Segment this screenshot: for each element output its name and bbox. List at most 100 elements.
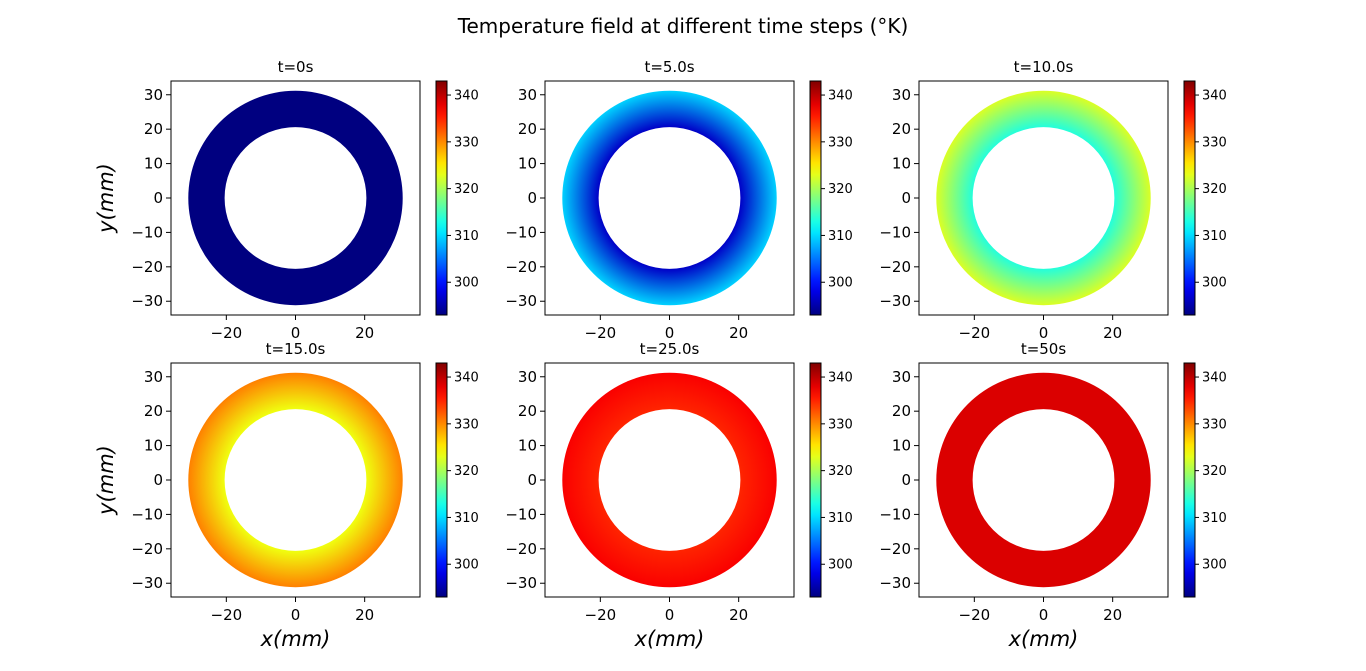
colorbar-tick-label: 310: [828, 511, 853, 526]
colorbar-tick-label: 310: [1202, 511, 1227, 526]
y-tick-label: −10: [505, 223, 537, 241]
y-tick-label: 20: [892, 402, 911, 420]
x-tick-label: 0: [1039, 606, 1049, 624]
colorbar-tick-label: 310: [454, 229, 479, 244]
x-axis-label: x(mm): [260, 627, 331, 651]
x-tick-label: 20: [355, 606, 374, 624]
y-tick-label: −20: [879, 540, 911, 558]
y-tick-label: −30: [131, 292, 163, 310]
colorbar-tick-label: 340: [1202, 371, 1227, 386]
panel-2: t=5.0s −20 0 20 −30 −20 −10 0 10 20 30 300 310 320 330…: [505, 58, 852, 342]
colorbar-tick-label: 320: [828, 182, 853, 197]
panel-3: t=10.0s −20 0 20 −30 −20 −10 0 10 20 30 300 310 320 33…: [879, 58, 1226, 342]
x-axis-label: x(mm): [634, 627, 705, 651]
y-tick-label: 0: [527, 189, 537, 207]
panel-1: t=0s −20 0 20 −30 −20 −10 0 10 20 30 300 310 320 330 34…: [94, 58, 479, 342]
x-tick-label: −20: [585, 324, 617, 342]
y-tick-label: 10: [892, 155, 911, 173]
panel-title: t=5.0s: [644, 58, 694, 76]
y-tick-label: −20: [505, 540, 537, 558]
y-tick-label: 30: [144, 86, 163, 104]
x-axis-label: x(mm): [1008, 627, 1079, 651]
colorbar-tick-label: 300: [828, 276, 853, 291]
colorbar-tick-label: 340: [828, 89, 853, 104]
x-tick-label: 20: [1103, 324, 1122, 342]
x-tick-label: 0: [665, 606, 675, 624]
x-tick-label: 20: [1103, 606, 1122, 624]
y-tick-label: 0: [527, 471, 537, 489]
panel-title: t=25.0s: [640, 340, 700, 358]
y-tick-label: 0: [153, 189, 163, 207]
colorbar-tick-label: 300: [1202, 276, 1227, 291]
colorbar-tick-label: 330: [454, 417, 479, 432]
y-axis-label: y(mm): [94, 163, 118, 234]
y-tick-label: −20: [131, 258, 163, 276]
colorbar-tick-label: 310: [454, 511, 479, 526]
temperature-annulus: [936, 372, 1151, 588]
colorbar-tick-label: 340: [1202, 89, 1227, 104]
temperature-annulus: [188, 90, 403, 306]
colorbar-tick-label: 310: [1202, 229, 1227, 244]
y-axis-label: y(mm): [94, 445, 118, 516]
x-tick-label: 20: [729, 606, 748, 624]
colorbar-tick-label: 300: [454, 558, 479, 573]
colorbar-tick-label: 330: [1202, 417, 1227, 432]
x-tick-label: 20: [729, 324, 748, 342]
colorbar-tick-label: 300: [828, 558, 853, 573]
y-tick-label: 30: [892, 368, 911, 386]
y-tick-label: 20: [892, 120, 911, 138]
colorbar-tick-label: 310: [828, 229, 853, 244]
y-tick-label: 0: [901, 189, 911, 207]
colorbar-tick-label: 320: [1202, 182, 1227, 197]
x-tick-label: 0: [1039, 324, 1049, 342]
y-tick-label: −10: [131, 505, 163, 523]
y-tick-label: −30: [879, 574, 911, 592]
y-tick-label: 20: [144, 402, 163, 420]
y-tick-label: 30: [518, 86, 537, 104]
colorbar-tick-label: 340: [454, 371, 479, 386]
temperature-annulus: [562, 90, 777, 306]
panel-title: t=0s: [278, 58, 314, 76]
colorbar-tick-label: 320: [1202, 464, 1227, 479]
x-tick-label: 0: [291, 606, 301, 624]
colorbar: [435, 362, 448, 598]
y-tick-label: 20: [518, 402, 537, 420]
y-tick-label: −20: [505, 258, 537, 276]
y-tick-label: 10: [144, 437, 163, 455]
colorbar-tick-label: 330: [828, 135, 853, 150]
panel-6: t=50s −20 0 20 −30 −20 −10 0 10 20 30 300 310 320 330 3…: [879, 340, 1226, 651]
y-tick-label: 10: [892, 437, 911, 455]
y-tick-label: −20: [879, 258, 911, 276]
y-tick-label: 20: [518, 120, 537, 138]
panel-4: t=15.0s −20 0 20 −30 −20 −10 0 10 20 30 300 310 320 33…: [94, 340, 479, 651]
colorbar-tick-label: 320: [828, 464, 853, 479]
temperature-annulus: [936, 90, 1151, 306]
colorbar: [809, 80, 822, 316]
colorbar: [1183, 362, 1196, 598]
colorbar: [435, 80, 448, 316]
panel-title: t=50s: [1021, 340, 1067, 358]
y-tick-label: −10: [505, 505, 537, 523]
y-tick-label: −30: [131, 574, 163, 592]
temperature-annulus: [188, 372, 403, 588]
y-tick-label: −30: [879, 292, 911, 310]
y-tick-label: 10: [518, 437, 537, 455]
panel-title: t=15.0s: [266, 340, 326, 358]
y-tick-label: 30: [144, 368, 163, 386]
colorbar-tick-label: 330: [1202, 135, 1227, 150]
x-tick-label: −20: [211, 606, 243, 624]
x-tick-label: 0: [291, 324, 301, 342]
y-tick-label: 0: [901, 471, 911, 489]
y-tick-label: 10: [518, 155, 537, 173]
colorbar-tick-label: 330: [454, 135, 479, 150]
panel-title: t=10.0s: [1014, 58, 1074, 76]
y-tick-label: −30: [505, 574, 537, 592]
x-tick-label: −20: [211, 324, 243, 342]
x-tick-label: 0: [665, 324, 675, 342]
x-tick-label: 20: [355, 324, 374, 342]
y-tick-label: 30: [518, 368, 537, 386]
panel-5: t=25.0s −20 0 20 −30 −20 −10 0 10 20 30 300 310 320 33…: [505, 340, 852, 651]
y-tick-label: 0: [153, 471, 163, 489]
figure-suptitle: Temperature field at different time step…: [457, 14, 909, 38]
